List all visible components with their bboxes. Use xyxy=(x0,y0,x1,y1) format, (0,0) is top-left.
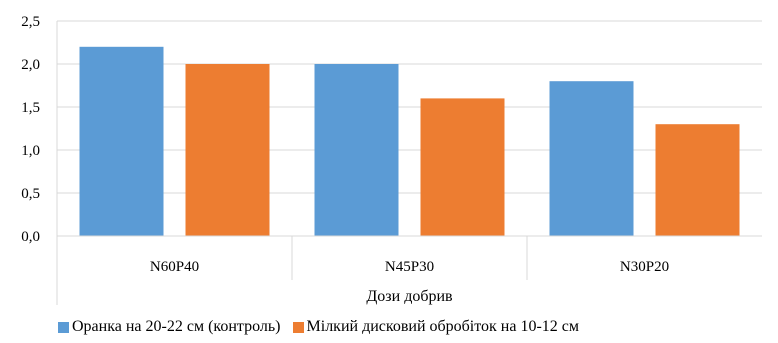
x-tick-labels: N60P40 N45P30 N30P20 xyxy=(150,259,669,275)
bar xyxy=(185,64,270,236)
y-tick-label: 2,5 xyxy=(21,14,40,30)
y-tick-labels: 0,0 0,5 1,0 1,5 2,0 2,5 xyxy=(21,14,40,245)
x-tick-label: N45P30 xyxy=(385,259,434,275)
legend-label-series-1: Оранка на 20-22 см (контроль) xyxy=(72,318,281,335)
y-tick-label: 1,0 xyxy=(21,143,40,159)
legend: Оранка на 20-22 см (контроль) Мілкий дис… xyxy=(58,318,579,336)
x-tick-label: N30P20 xyxy=(620,259,669,275)
bar xyxy=(655,124,740,236)
x-axis-title: Дози добрив xyxy=(366,288,453,305)
gridlines xyxy=(57,20,762,194)
axes xyxy=(56,21,762,305)
legend-item-series-1: Оранка на 20-22 см (контроль) xyxy=(58,318,281,336)
bar xyxy=(420,98,505,237)
x-tick-label: N60P40 xyxy=(150,259,199,275)
bars xyxy=(79,46,740,237)
bar xyxy=(79,46,164,236)
y-tick-label: 2,0 xyxy=(21,57,40,73)
legend-swatch-series-2 xyxy=(292,321,304,333)
legend-label-series-2: Мілкий дисковий обробіток на 10-12 см xyxy=(306,318,580,335)
y-tick-label: 0,0 xyxy=(21,229,40,245)
y-tick-label: 0,5 xyxy=(21,186,40,202)
y-tick-label: 1,5 xyxy=(21,100,40,116)
legend-swatch-series-1 xyxy=(58,321,69,333)
bar xyxy=(314,64,399,236)
legend-item-series-2: Мілкий дисковий обробіток на 10-12 см xyxy=(292,318,580,336)
bar xyxy=(549,81,634,236)
